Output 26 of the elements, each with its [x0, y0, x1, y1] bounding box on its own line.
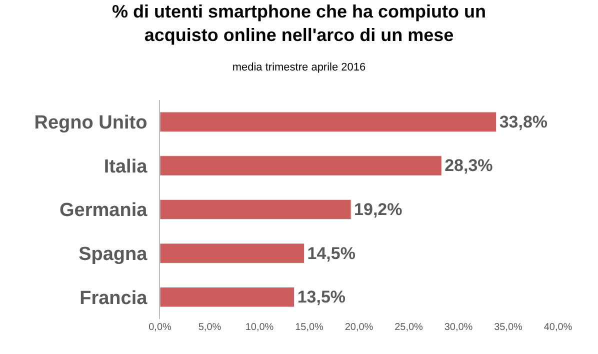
- data-label: 13,5%: [297, 288, 346, 307]
- y-tick-label: Germania: [60, 200, 148, 222]
- bar: [160, 112, 497, 132]
- y-tick-label: Francia: [80, 288, 148, 309]
- data-label: 28,3%: [444, 156, 493, 176]
- chart-subtitle: media trimestre aprile 2016: [232, 61, 366, 74]
- bar: [160, 243, 305, 264]
- x-tick-label: 40,0%: [544, 322, 572, 333]
- x-tick-label: 30,0%: [444, 322, 473, 333]
- data-label: 14,5%: [307, 244, 356, 263]
- bar: [160, 156, 442, 176]
- x-tick-label: 10,0%: [245, 322, 274, 333]
- y-tick-label: Regno Unito: [34, 112, 148, 134]
- bar: [160, 287, 295, 308]
- data-label: 19,2%: [354, 200, 402, 219]
- x-tick-label: 35,0%: [494, 322, 523, 333]
- chart-title: % di utenti smartphone che ha compiuto un acquisto online nell'arco di un mese: [112, 2, 486, 46]
- x-tick-label: 15,0%: [295, 322, 324, 333]
- x-tick-label: 25,0%: [394, 322, 424, 333]
- y-tick-label: Spagna: [78, 244, 148, 265]
- x-tick-label: 5,0%: [198, 322, 222, 333]
- data-label: 33,8%: [499, 112, 548, 132]
- y-tick-label: Italia: [104, 156, 148, 178]
- x-tick-label: 0,0%: [148, 322, 172, 333]
- x-tick-label: 20,0%: [344, 322, 374, 333]
- bar: [160, 199, 352, 220]
